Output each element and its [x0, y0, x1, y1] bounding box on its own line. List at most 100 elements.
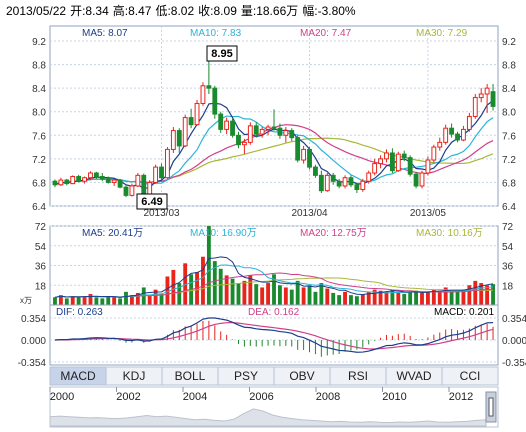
tab-label[interactable]: MACD: [60, 369, 96, 383]
candle-body: [401, 153, 407, 159]
volume-bar: [277, 285, 282, 305]
overview-year-label: 2010: [382, 391, 406, 403]
volume-bar: [124, 291, 128, 305]
volume-bar: [491, 284, 495, 305]
volume-bar: [118, 298, 123, 305]
candle-body: [419, 172, 425, 187]
volume-bar: [254, 284, 259, 305]
price-xtick: 2013/05: [410, 208, 447, 219]
candle-body: [289, 130, 295, 139]
volume-bar: [325, 288, 330, 305]
candle-body: [259, 128, 265, 135]
candle-body: [117, 179, 123, 188]
price-ytick-left: 6.8: [32, 178, 46, 189]
tab-label[interactable]: WVAD: [396, 369, 431, 383]
candle-body: [105, 178, 111, 183]
volume-bar: [224, 275, 229, 305]
macd-lines: [54, 317, 494, 353]
price-ytick-right: 7.2: [502, 155, 516, 166]
candle-body: [52, 180, 58, 186]
volume-ytick-right: 72: [502, 222, 514, 233]
volume-bar: [378, 290, 383, 305]
price-ytick-left: 7.2: [32, 155, 46, 166]
price-ytick-right: 7.6: [502, 131, 516, 142]
volume-bar: [165, 276, 170, 305]
candle-body: [472, 97, 478, 117]
candle-body: [271, 126, 277, 129]
volume-ytick-right: 54: [502, 242, 514, 253]
candle-body: [123, 186, 129, 196]
volume-bar: [473, 280, 478, 305]
volume-bar: [82, 296, 87, 305]
candle-body: [425, 159, 431, 174]
volume-bar: [479, 283, 484, 305]
tab-label[interactable]: RSI: [348, 369, 368, 383]
candle-body: [336, 180, 342, 187]
volume-bar: [236, 283, 241, 305]
volume-bar: [171, 269, 176, 305]
volume-bars: [53, 226, 495, 305]
candle-body: [484, 87, 490, 95]
volume-ma5-line: [54, 256, 494, 299]
candle-body: [490, 91, 496, 107]
quote-volume: 量:18.66万: [240, 4, 299, 18]
tab-label[interactable]: BOLL: [175, 369, 206, 383]
candle-body: [360, 180, 366, 190]
tab-label[interactable]: KDJ: [123, 369, 146, 383]
volume-bar: [408, 291, 413, 305]
high-label-box: [206, 45, 238, 62]
tab-label[interactable]: CCI: [460, 369, 481, 383]
price-ytick-left: 7.6: [32, 131, 46, 142]
overview-year-label: 2006: [249, 391, 273, 403]
candle-body: [318, 174, 324, 192]
volume-bar: [183, 263, 188, 305]
candle-body: [241, 141, 247, 146]
candle-body: [159, 166, 164, 179]
legend-ma10: MA10: 7.83: [190, 28, 242, 39]
volume-bar: [467, 285, 472, 305]
volume-bar: [112, 297, 117, 305]
candle-body: [389, 152, 395, 172]
price-ytick-left: 8.8: [32, 61, 46, 72]
low-annotation: 6.49: [136, 193, 168, 210]
candle-body: [253, 125, 259, 135]
overview-range-grip-icon[interactable]: [488, 397, 494, 417]
candle-body: [431, 146, 437, 161]
overview-year-label: 2012: [449, 391, 473, 403]
candle-body: [443, 127, 449, 143]
price-xtick: 2013/04: [291, 208, 328, 219]
volume-bar: [129, 295, 134, 305]
quote-open: 开:8.34: [70, 4, 109, 18]
candle-body: [206, 85, 212, 89]
volume-bar: [100, 298, 105, 305]
price-xtick: 2013/03: [143, 208, 180, 219]
volume-bar: [260, 287, 265, 305]
candle-body: [153, 166, 159, 183]
volume-bar: [307, 285, 312, 305]
candle-body: [413, 173, 419, 187]
macd-ytick-right: -0.354: [502, 358, 526, 369]
tab-label[interactable]: PSY: [234, 369, 258, 383]
volume-bar: [106, 296, 111, 305]
legend-ma5: MA5: 8.07: [82, 28, 128, 39]
candle-body: [82, 177, 87, 182]
volume-bar: [449, 290, 454, 305]
candle-body: [247, 125, 253, 143]
candle-body: [70, 176, 76, 185]
volume-bar: [455, 291, 460, 305]
tab-label[interactable]: OBV: [289, 369, 314, 383]
overview-area: [49, 408, 487, 427]
indicator-tabs[interactable]: MACD KDJ BOLL PSY OBV RSI WVAD CCI: [49, 366, 499, 386]
candle-body: [64, 179, 70, 185]
candle-body: [301, 148, 307, 161]
tab-cci[interactable]: [441, 366, 499, 386]
candle-body: [313, 166, 318, 176]
price-ytick-left: 8.0: [32, 108, 46, 119]
volume-bar: [319, 283, 324, 305]
overview-year-label: 2002: [116, 391, 140, 403]
high-label: 8.95: [211, 48, 232, 60]
legend-ma20: MA20: 7.47: [300, 28, 352, 39]
candle-body: [111, 179, 117, 183]
volume-bar: [147, 295, 152, 305]
